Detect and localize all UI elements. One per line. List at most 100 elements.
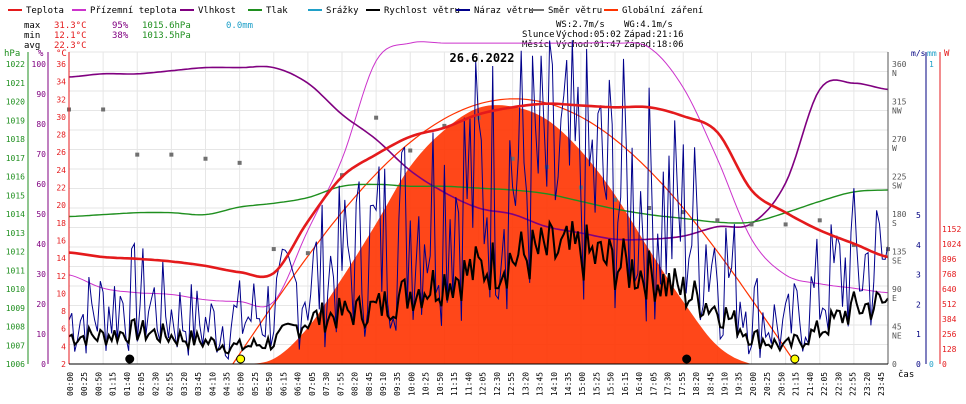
legend: Teplota Přízemní teplota Vlhkost Tlak Srážky…	[8, 6, 703, 16]
time-tick: 00:00	[66, 372, 75, 396]
min-press: 1013.5hPa	[142, 31, 191, 41]
time-tick: 15:00	[578, 372, 587, 396]
time-tick: 23:20	[863, 372, 872, 396]
hpa-tick: 1009	[6, 304, 25, 313]
legend-label: Globální záření	[622, 6, 703, 16]
max-press: 1015.6hPa	[142, 21, 191, 31]
time-tick: 00:50	[94, 372, 103, 396]
wind-dir-point	[783, 222, 788, 227]
sun-rise: Východ:05:02	[556, 30, 621, 40]
w-tick: 768	[942, 270, 957, 279]
time-tick: 04:35	[223, 372, 232, 396]
wind-dir-point	[135, 152, 140, 157]
legend-label: Srážky	[326, 6, 359, 16]
hpa-tick: 1008	[6, 323, 25, 332]
pct-tick: 10	[36, 330, 46, 339]
wind-dir-point	[647, 206, 652, 210]
hpa-tick: 1016	[6, 173, 25, 182]
pct-tick: 60	[36, 180, 46, 189]
series-pressure	[68, 183, 889, 224]
temp-tick: 2	[61, 360, 66, 369]
time-tick: 18:45	[706, 372, 715, 396]
wind-dir-point	[442, 123, 447, 128]
hpa-axis-label: hPa	[4, 49, 20, 59]
wind-dir-point	[203, 156, 208, 161]
time-tick: 05:00	[237, 372, 246, 396]
ms-axis-label: m/s	[911, 49, 926, 58]
min-hum: 38%	[112, 31, 129, 41]
series-solar-area	[69, 105, 888, 364]
time-tick: 05:50	[265, 372, 274, 396]
wind-dir-point	[237, 160, 242, 165]
legend-label: Rychlost větru	[384, 6, 460, 16]
legend-label: Vlhkost	[198, 6, 236, 16]
dir-tick: 90	[892, 285, 902, 294]
time-tick: 03:20	[180, 372, 189, 396]
time-tick: 10:50	[436, 372, 445, 396]
pct-tick: 0	[41, 360, 46, 369]
temp-tick: 24	[56, 166, 66, 175]
mm-tick: 1	[929, 60, 934, 69]
sun-set: Západ:21:16	[624, 30, 684, 40]
time-tick: 09:10	[379, 372, 388, 396]
time-tick: 00:25	[80, 372, 89, 396]
temp-tick: 10	[56, 289, 66, 298]
time-tick: 17:05	[649, 372, 658, 396]
max-label: max	[24, 21, 41, 31]
moonset-marker	[682, 354, 692, 364]
series-wind-gust	[68, 40, 889, 361]
time-tick: 15:50	[607, 372, 616, 396]
w-tick: 128	[942, 345, 957, 354]
w-tick: 512	[942, 300, 957, 309]
temp-tick: 30	[56, 113, 66, 122]
pct-tick: 40	[36, 240, 46, 249]
pct-tick: 80	[36, 120, 46, 129]
max-hum: 95%	[112, 21, 129, 31]
w-tick: 256	[942, 330, 957, 339]
dir-tick: NE	[892, 332, 902, 341]
time-tick: 22:30	[834, 372, 843, 396]
temp-tick: 12	[56, 272, 66, 281]
dir-tick: 180	[892, 210, 907, 219]
hpa-tick: 1011	[6, 266, 25, 275]
temp-tick: 16	[56, 236, 66, 245]
dir-tick: S	[892, 219, 897, 228]
time-tick: 18:20	[692, 372, 701, 396]
dir-tick: 225	[892, 173, 907, 182]
dir-tick: N	[892, 69, 897, 78]
w-tick: 384	[942, 315, 957, 324]
temp-axis-label: °C	[56, 49, 67, 59]
series-temperature	[68, 102, 889, 279]
wind-dir-point	[817, 218, 822, 223]
pct-tick: 90	[36, 90, 46, 99]
temp-tick: 4	[61, 342, 66, 351]
temp-tick: 28	[56, 131, 66, 140]
pct-axis-label: %	[38, 49, 44, 59]
w-tick: 896	[942, 255, 957, 264]
legend-label: Směr větru	[548, 6, 602, 16]
wind-dir-point	[715, 218, 720, 223]
dir-tick: W	[892, 144, 897, 153]
temp-tick: 20	[56, 201, 66, 210]
temp-tick: 8	[61, 307, 66, 316]
moon-set: Západ:18:06	[624, 40, 684, 50]
rain-total: 0.0mm	[226, 21, 253, 31]
ms-tick: 2	[916, 300, 921, 309]
pct-tick: 50	[36, 210, 46, 219]
dir-tick: 45	[892, 323, 902, 332]
time-tick: 15:25	[592, 372, 601, 396]
pct-tick: 30	[36, 270, 46, 279]
temp-tick: 22	[56, 184, 66, 193]
time-tick: 11:40	[464, 372, 473, 396]
min-temp: 12.1°C	[54, 31, 87, 41]
time-tick: 10:25	[422, 372, 431, 396]
max-temp: 31.3°C	[54, 21, 87, 31]
wind-dir-point	[408, 148, 413, 153]
wind-dir-point	[613, 197, 617, 202]
time-tick: 17:55	[678, 372, 687, 396]
temp-tick: 6	[61, 325, 66, 334]
plot-area	[67, 40, 890, 365]
temp-tick: 36	[56, 60, 66, 69]
time-tick: 03:45	[194, 372, 203, 396]
wind-sun-info: WS:2.7m/s WG:4.1m/s Slunce Východ:05:02 …	[522, 20, 684, 50]
